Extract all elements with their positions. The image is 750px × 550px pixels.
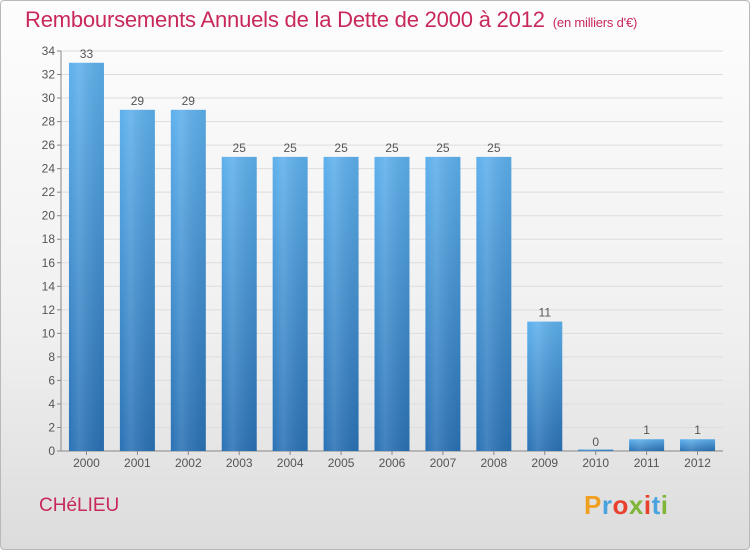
y-tick-label: 34 bbox=[42, 44, 56, 58]
brand-logo-letter: x bbox=[628, 490, 644, 520]
brand-logo: Proxiti bbox=[584, 490, 668, 521]
x-tick-label: 2004 bbox=[277, 456, 304, 470]
bar-value-label: 25 bbox=[385, 141, 399, 155]
bar-value-label: 11 bbox=[539, 306, 552, 320]
bar-shine bbox=[476, 156, 512, 451]
bars bbox=[68, 62, 716, 451]
x-tick-labels: 2000 2001 2002 2003 2004 2005 2006 2007 2008 2009… bbox=[73, 456, 711, 470]
bar-shine bbox=[425, 156, 461, 451]
bar-shine bbox=[527, 321, 563, 451]
x-tick-label: 2006 bbox=[379, 456, 406, 470]
bar-shine bbox=[374, 156, 410, 451]
y-tick-label: 12 bbox=[42, 303, 56, 317]
x-tick-label: 2007 bbox=[430, 456, 457, 470]
bar-value-label: 29 bbox=[182, 94, 196, 108]
brand-logo-letter: t bbox=[651, 490, 661, 520]
brand-logo-letter: i bbox=[660, 490, 669, 520]
y-tick-label: 26 bbox=[42, 138, 56, 152]
x-tick-label: 2009 bbox=[531, 456, 558, 470]
y-tick-label: 22 bbox=[42, 185, 56, 199]
bar-value-label: 25 bbox=[283, 141, 297, 155]
y-tick-label: 2 bbox=[48, 420, 55, 434]
y-tick-label: 10 bbox=[42, 326, 56, 340]
brand-logo-letter: r bbox=[601, 490, 613, 520]
x-tick-label: 2011 bbox=[634, 456, 660, 470]
y-tick-label: 28 bbox=[42, 115, 56, 129]
y-tick-label: 14 bbox=[42, 279, 56, 293]
commune-name: CHéLIEU bbox=[39, 495, 120, 516]
bar-value-label: 25 bbox=[334, 141, 348, 155]
x-tick-label: 2001 bbox=[124, 456, 151, 470]
y-tick-label: 30 bbox=[42, 91, 56, 105]
chart-title-text: Remboursements Annuels de la Dette de 20… bbox=[25, 7, 545, 32]
x-tick-label: 2005 bbox=[328, 456, 355, 470]
y-tick-label: 4 bbox=[48, 397, 55, 411]
bar-shine bbox=[680, 439, 716, 451]
bar-value-label: 25 bbox=[436, 141, 450, 155]
brand-logo-letter: i bbox=[643, 490, 652, 520]
chart-subtitle: (en milliers d'€) bbox=[552, 15, 638, 30]
y-tick-label: 24 bbox=[42, 162, 56, 176]
x-tick-label: 2003 bbox=[226, 456, 253, 470]
y-tick-label: 20 bbox=[42, 209, 56, 223]
bar-value-label: 29 bbox=[131, 94, 145, 108]
y-tick-label: 32 bbox=[42, 68, 56, 82]
brand-logo-letter: P bbox=[584, 490, 602, 520]
bar-shine bbox=[119, 109, 155, 451]
y-tick-label: 18 bbox=[42, 232, 56, 246]
x-tick-label: 2008 bbox=[480, 456, 507, 470]
brand-logo-letter: o bbox=[612, 490, 629, 520]
y-tick-label: 8 bbox=[48, 350, 55, 364]
bar-shine bbox=[68, 62, 104, 451]
bar-shine bbox=[221, 156, 257, 451]
bar-value-label: 1 bbox=[694, 423, 701, 437]
bar-value-label: 1 bbox=[643, 423, 650, 437]
x-tick-label: 2010 bbox=[582, 456, 609, 470]
bar-value-label: 25 bbox=[233, 141, 247, 155]
x-tick-label: 2000 bbox=[73, 456, 100, 470]
x-tick-label: 2012 bbox=[684, 456, 711, 470]
x-tick-label: 2002 bbox=[175, 456, 202, 470]
y-tick-label: 0 bbox=[48, 444, 55, 458]
bar-shine bbox=[578, 449, 614, 451]
bar-shine bbox=[323, 156, 359, 451]
y-tick-label: 6 bbox=[48, 373, 55, 387]
bar-value-label: 25 bbox=[487, 141, 501, 155]
bar-shine bbox=[272, 156, 308, 451]
bar-value-label: 33 bbox=[80, 47, 94, 61]
bar-shine bbox=[170, 109, 206, 451]
bar-value-label: 0 bbox=[592, 435, 599, 449]
bar-shine bbox=[629, 439, 665, 451]
y-tick-label: 16 bbox=[42, 256, 56, 270]
chart-title: Remboursements Annuels de la Dette de 20… bbox=[25, 7, 637, 33]
